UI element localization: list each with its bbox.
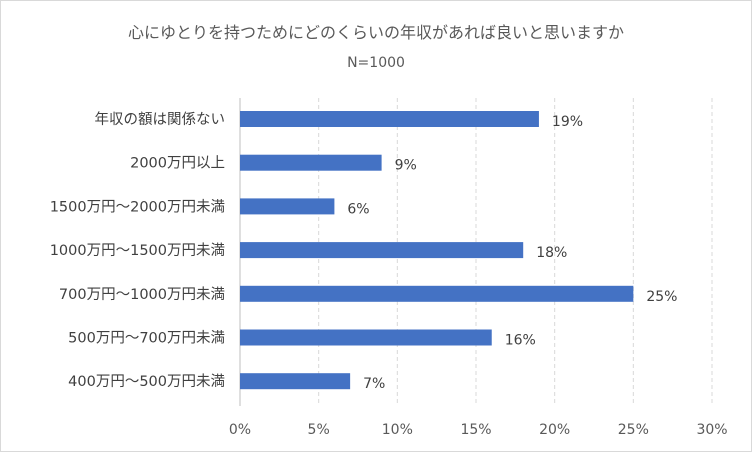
- chart-title: 心にゆとりを持つためにどのくらいの年収があれば良いと思いますか: [128, 23, 624, 42]
- bar: [240, 285, 634, 302]
- bar: [240, 111, 539, 127]
- bar: [240, 373, 351, 390]
- data-label: 6%: [347, 201, 369, 217]
- data-label: 9%: [395, 158, 417, 174]
- x-tick-label: 30%: [696, 422, 727, 438]
- bar: [240, 198, 335, 215]
- bars: [240, 111, 634, 390]
- data-label: 7%: [363, 376, 385, 392]
- category-label: 年収の額は関係ない: [95, 111, 226, 128]
- x-tick-label: 0%: [229, 422, 251, 438]
- category-label: 400万円～500万円未満: [68, 373, 225, 390]
- x-tick-label: 20%: [539, 422, 570, 438]
- category-label: 1000万円～1500万円未満: [50, 242, 225, 259]
- category-label: 1500万円～2000万円未満: [50, 198, 225, 215]
- category-labels: 年収の額は関係ない 2000万円以上 1500万円～2000万円未満 1000万円～1…: [50, 111, 225, 390]
- data-labels: 19% 9% 6% 18% 25% 16% 7%: [347, 114, 677, 392]
- x-tick-label: 25%: [618, 422, 649, 438]
- category-label: 700万円～1000万円未満: [59, 286, 225, 303]
- x-tick-label: 5%: [308, 422, 330, 438]
- data-label: 16%: [505, 333, 536, 349]
- x-axis-tick-labels: 0% 5% 10% 15% 20% 25% 30%: [229, 422, 728, 438]
- data-label: 25%: [646, 289, 677, 305]
- chart-subtitle: N=1000: [347, 55, 405, 71]
- category-label: 2000万円以上: [130, 155, 225, 172]
- bar: [240, 329, 492, 346]
- x-tick-label: 15%: [460, 422, 491, 438]
- bar: [240, 242, 524, 259]
- data-label: 18%: [536, 245, 567, 261]
- category-label: 500万円～700万円未満: [68, 330, 225, 347]
- x-tick-label: 10%: [382, 422, 413, 438]
- bar: [240, 154, 382, 171]
- data-label: 19%: [552, 114, 583, 130]
